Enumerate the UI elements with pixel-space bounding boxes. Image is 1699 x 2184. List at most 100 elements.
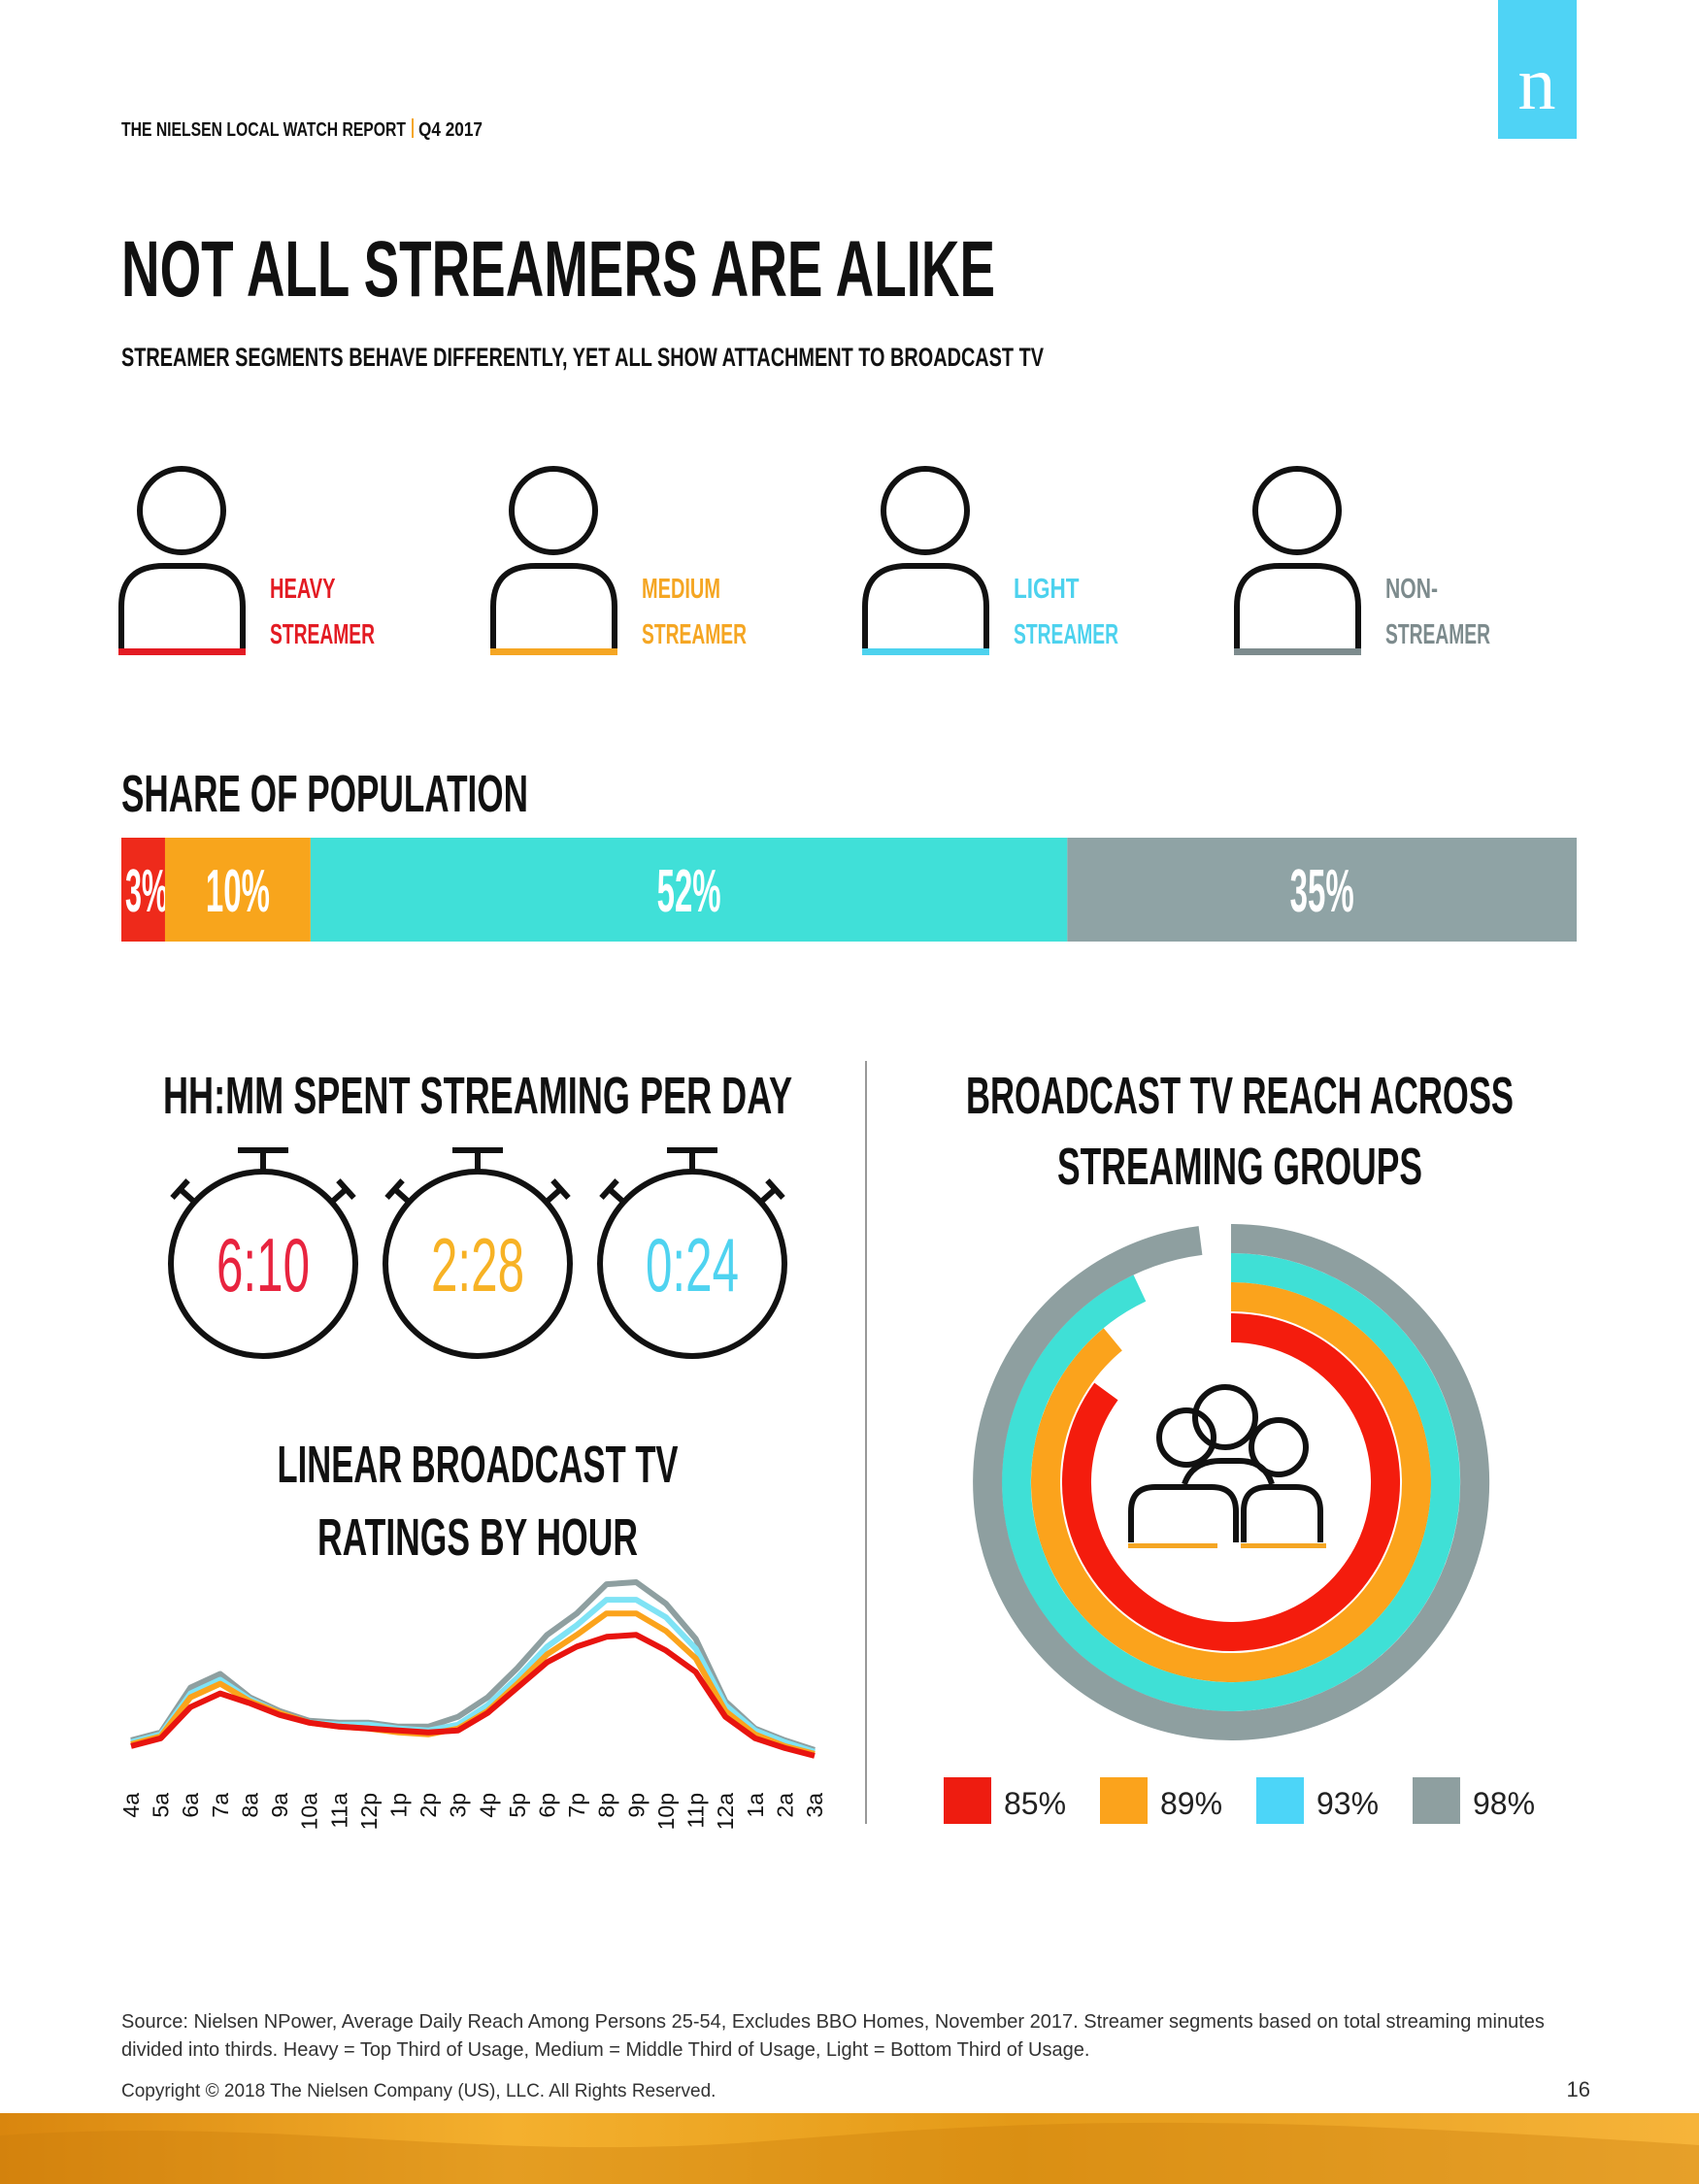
page-title: NOT ALL STREAMERS ARE ALIKE: [121, 225, 995, 314]
x-tick-label: 1p: [385, 1793, 411, 1818]
x-tick-label: 11p: [683, 1793, 709, 1829]
segment-underline: [490, 648, 617, 655]
bar-segment: [121, 838, 165, 942]
stopwatch-knob: [170, 1178, 190, 1200]
person-head: [509, 466, 598, 555]
people-body: [1241, 1484, 1323, 1542]
streaming-time: 0:24: [646, 1222, 739, 1307]
stopwatch-knob: [765, 1178, 785, 1200]
x-tick-label: 6p: [535, 1793, 560, 1818]
page-number: 16: [1567, 2077, 1590, 2101]
x-tick-label: 2p: [416, 1793, 441, 1818]
footer-wave: [0, 2113, 1699, 2184]
x-tick-label: 9a: [267, 1793, 292, 1818]
stopwatch-knob: [544, 1186, 563, 1205]
people-head: [1156, 1407, 1216, 1468]
line-series: [130, 1597, 816, 1755]
people-head: [1249, 1417, 1309, 1477]
segment-underline: [1234, 648, 1361, 655]
logo-box: [1498, 0, 1577, 139]
radial-bar: [973, 1224, 1490, 1740]
copyright: Copyright © 2018 The Nielsen Company (US…: [121, 2081, 716, 2101]
wave-shade: [0, 2122, 1699, 2184]
x-tick-label: 12p: [356, 1793, 382, 1830]
person-body: [862, 563, 989, 652]
x-tick-label: 3a: [802, 1793, 827, 1818]
people-head: [1192, 1384, 1258, 1450]
radial-bar: [1001, 1253, 1460, 1711]
segment-label: NON-: [1385, 574, 1438, 605]
bar-value-label: 10%: [206, 858, 270, 925]
people-underline: [1241, 1543, 1326, 1548]
segment-underline: [862, 648, 989, 655]
legend-label: 98%: [1473, 1786, 1535, 1821]
x-tick-label: 4a: [118, 1793, 144, 1818]
report-name: THE NIELSEN LOCAL WATCH REPORT: [121, 119, 406, 141]
x-tick-label: 7a: [208, 1793, 233, 1818]
x-tick-label: 1a: [743, 1793, 768, 1818]
stopwatch-knob: [599, 1178, 619, 1200]
stopwatch-knob: [392, 1186, 412, 1205]
person-head: [881, 466, 970, 555]
x-tick-label: 5p: [505, 1793, 530, 1818]
people-body: [1182, 1458, 1275, 1486]
segment-label: LIGHT: [1014, 574, 1080, 605]
x-tick-label: 6a: [178, 1793, 203, 1818]
person-body: [490, 563, 617, 652]
line-series: [130, 1632, 816, 1759]
people-underline: [1128, 1543, 1217, 1548]
segment-label: STREAMER: [270, 619, 375, 650]
x-tick-label: 8a: [237, 1793, 262, 1818]
bar-value-label: 52%: [657, 858, 721, 925]
x-tick-label: 10p: [653, 1793, 679, 1830]
chart-title: RATINGS BY HOUR: [317, 1508, 638, 1567]
bar-value-label: 3%: [125, 858, 168, 925]
person-body: [1234, 563, 1361, 652]
stopwatch-knob: [607, 1186, 626, 1205]
segment-label: STREAMER: [1014, 619, 1118, 650]
streaming-time: 6:10: [217, 1222, 310, 1307]
bar-segment: [1067, 838, 1577, 942]
x-tick-label: 9p: [623, 1793, 649, 1818]
x-tick-label: 5a: [149, 1793, 174, 1818]
person-head: [137, 466, 226, 555]
x-tick-label: 4p: [475, 1793, 500, 1818]
radial-bar: [1031, 1282, 1432, 1682]
stopwatch-knob: [758, 1186, 778, 1205]
legend-label: 85%: [1004, 1786, 1066, 1821]
legend-swatch: [944, 1777, 991, 1824]
segment-label: STREAMER: [642, 619, 747, 650]
source-note: Source: Nielsen NPower, Average Daily Re…: [121, 2011, 1545, 2033]
x-tick-label: 11a: [326, 1793, 351, 1829]
stopwatch-knob: [329, 1186, 349, 1205]
streaming-time: 2:28: [431, 1222, 524, 1307]
stopwatch-knob: [336, 1178, 356, 1200]
source-note: divided into thirds. Heavy = Top Third o…: [121, 2039, 1089, 2061]
logo: n: [1518, 41, 1556, 125]
chart-title: BROADCAST TV REACH ACROSS: [966, 1067, 1514, 1125]
legend-swatch: [1413, 1777, 1460, 1824]
x-tick-label: 12a: [713, 1793, 738, 1831]
x-tick-label: 7p: [564, 1793, 589, 1818]
legend-label: 93%: [1316, 1786, 1379, 1821]
radial-bar: [1062, 1313, 1400, 1651]
page-subtitle: STREAMER SEGMENTS BEHAVE DIFFERENTLY, YE…: [121, 343, 1044, 372]
chart-title: SHARE OF POPULATION: [121, 765, 528, 823]
legend-swatch: [1100, 1777, 1148, 1824]
stopwatch-knob: [384, 1178, 405, 1200]
bar-value-label: 35%: [1290, 858, 1354, 925]
x-tick-label: 3p: [446, 1793, 471, 1818]
stopwatch-knob: [550, 1178, 571, 1200]
x-tick-label: 10a: [297, 1793, 322, 1831]
legend-swatch: [1256, 1777, 1304, 1824]
person-head: [1252, 466, 1342, 555]
x-tick-label: 2a: [772, 1793, 797, 1818]
segment-label: HEAVY: [270, 574, 336, 605]
bar-segment: [164, 838, 311, 942]
segment-label: MEDIUM: [642, 574, 720, 605]
person-body: [118, 563, 246, 652]
legend-label: 89%: [1160, 1786, 1222, 1821]
report-quarter: Q4 2017: [418, 119, 483, 141]
segment-underline: [118, 648, 246, 655]
